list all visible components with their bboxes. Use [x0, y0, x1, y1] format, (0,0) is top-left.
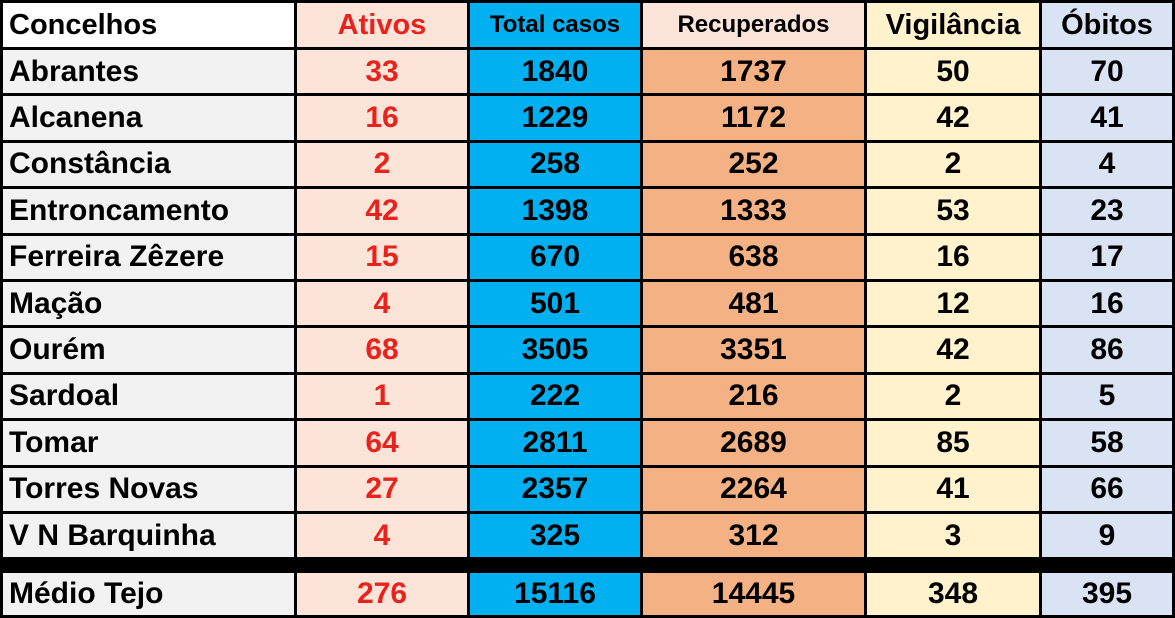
cell-obitos: 23	[1042, 189, 1172, 233]
cell-recuperados: 216	[643, 374, 864, 419]
cell-vigilancia: 41	[867, 467, 1039, 511]
table-row: Entroncamento 42 1398 1333 53 23	[0, 189, 1175, 233]
cell-ativos: 15	[297, 235, 467, 279]
cell-recuperados: 2264	[643, 467, 864, 511]
total-ativos: 276	[297, 573, 467, 615]
cell-ativos: 16	[297, 96, 467, 140]
cell-vigilancia: 50	[867, 50, 1039, 94]
cell-total-casos: 258	[470, 142, 640, 187]
cell-vigilancia: 3	[867, 514, 1039, 558]
cell-obitos: 5	[1042, 374, 1172, 419]
cell-ativos: 68	[297, 328, 467, 372]
cell-obitos: 86	[1042, 328, 1172, 372]
cell-total-casos: 1840	[470, 50, 640, 94]
cell-ativos: 27	[297, 467, 467, 511]
cell-obitos: 4	[1042, 142, 1172, 187]
cell-concelho: Mação	[3, 282, 294, 326]
cell-concelho: Abrantes	[3, 50, 294, 94]
header-row: Concelhos Ativos Total casos Recuperados…	[0, 3, 1175, 47]
cell-total-casos: 1398	[470, 189, 640, 233]
total-total-casos: 15116	[470, 573, 640, 615]
table-row: Abrantes 33 1840 1737 50 70	[0, 50, 1175, 94]
cell-obitos: 16	[1042, 282, 1172, 326]
header-vigilancia: Vigilância	[867, 3, 1039, 47]
cell-recuperados: 312	[643, 514, 864, 558]
table-row: Torres Novas 27 2357 2264 41 66	[0, 467, 1175, 511]
cell-obitos: 66	[1042, 467, 1172, 511]
cell-ativos: 1	[297, 374, 467, 419]
cell-ativos: 64	[297, 421, 467, 465]
cell-concelho: Torres Novas	[3, 467, 294, 511]
total-vigilancia: 348	[867, 573, 1039, 615]
table-row: Alcanena 16 1229 1172 42 41	[0, 96, 1175, 140]
total-concelho: Médio Tejo	[3, 573, 294, 615]
cell-recuperados: 638	[643, 235, 864, 279]
cell-concelho: Ferreira Zêzere	[3, 235, 294, 279]
cell-concelho: Alcanena	[3, 96, 294, 140]
cell-obitos: 41	[1042, 96, 1172, 140]
table-row: Sardoal 1 222 216 2 5	[0, 374, 1175, 419]
table-row: Ourém 68 3505 3351 42 86	[0, 328, 1175, 372]
cell-recuperados: 481	[643, 282, 864, 326]
header-total-casos: Total casos	[470, 3, 640, 47]
cell-concelho: Constância	[3, 142, 294, 187]
cell-recuperados: 252	[643, 142, 864, 187]
table-row: V N Barquinha 4 325 312 3 9	[0, 514, 1175, 558]
header-concelhos: Concelhos	[3, 3, 294, 47]
cell-total-casos: 2811	[470, 421, 640, 465]
cell-total-casos: 325	[470, 514, 640, 558]
header-recuperados: Recuperados	[643, 3, 864, 47]
cell-total-casos: 1229	[470, 96, 640, 140]
cell-vigilancia: 2	[867, 374, 1039, 419]
cell-vigilancia: 53	[867, 189, 1039, 233]
cell-concelho: V N Barquinha	[3, 514, 294, 558]
cell-ativos: 2	[297, 142, 467, 187]
cell-total-casos: 222	[470, 374, 640, 419]
cell-ativos: 4	[297, 282, 467, 326]
cell-vigilancia: 2	[867, 142, 1039, 187]
cell-obitos: 70	[1042, 50, 1172, 94]
cell-concelho: Entroncamento	[3, 189, 294, 233]
cell-total-casos: 2357	[470, 467, 640, 511]
cell-total-casos: 501	[470, 282, 640, 326]
cell-recuperados: 2689	[643, 421, 864, 465]
cell-vigilancia: 85	[867, 421, 1039, 465]
cell-obitos: 58	[1042, 421, 1172, 465]
cell-recuperados: 1172	[643, 96, 864, 140]
cell-ativos: 42	[297, 189, 467, 233]
cell-vigilancia: 42	[867, 96, 1039, 140]
cell-concelho: Sardoal	[3, 374, 294, 419]
cell-total-casos: 3505	[470, 328, 640, 372]
cell-vigilancia: 16	[867, 235, 1039, 279]
table-row: Ferreira Zêzere 15 670 638 16 17	[0, 235, 1175, 279]
header-obitos: Óbitos	[1042, 3, 1172, 47]
cell-ativos: 4	[297, 514, 467, 558]
table-row: Mação 4 501 481 12 16	[0, 282, 1175, 326]
total-recuperados: 14445	[643, 573, 864, 615]
cell-recuperados: 1333	[643, 189, 864, 233]
cell-vigilancia: 12	[867, 282, 1039, 326]
cell-vigilancia: 42	[867, 328, 1039, 372]
cell-concelho: Ourém	[3, 328, 294, 372]
cell-total-casos: 670	[470, 235, 640, 279]
table-row: Constância 2 258 252 2 4	[0, 142, 1175, 187]
total-obitos: 395	[1042, 573, 1172, 615]
cell-obitos: 9	[1042, 514, 1172, 558]
table-row: Tomar 64 2811 2689 85 58	[0, 421, 1175, 465]
cell-obitos: 17	[1042, 235, 1172, 279]
cell-ativos: 33	[297, 50, 467, 94]
total-row: Médio Tejo 276 15116 14445 348 395	[0, 573, 1175, 615]
cell-recuperados: 1737	[643, 50, 864, 94]
cell-recuperados: 3351	[643, 328, 864, 372]
cell-concelho: Tomar	[3, 421, 294, 465]
header-ativos: Ativos	[297, 3, 467, 47]
